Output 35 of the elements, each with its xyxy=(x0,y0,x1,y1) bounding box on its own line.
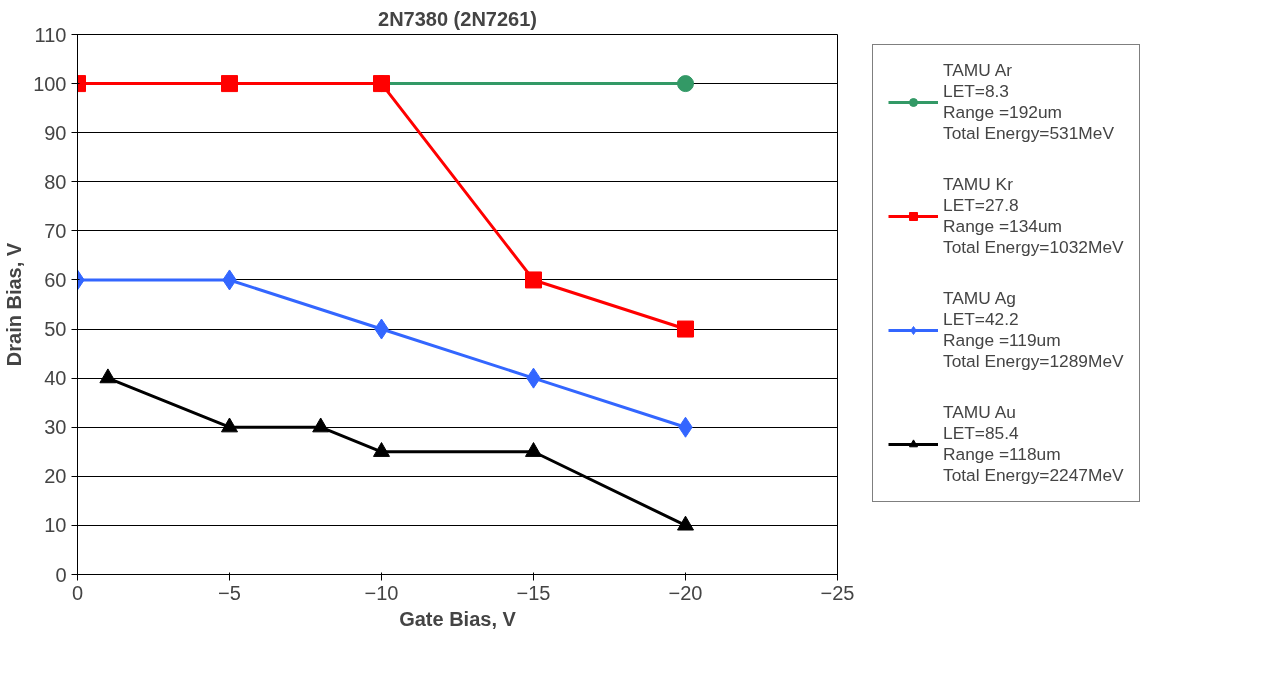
chart-title: 2N7380 (2N7261) xyxy=(378,7,537,30)
x-tick-label: 0 xyxy=(71,581,84,604)
y-tick-label: 40 xyxy=(44,367,67,390)
point xyxy=(373,442,390,457)
y-tick-label: 30 xyxy=(44,416,67,439)
point xyxy=(677,75,694,93)
y-tick-label: 60 xyxy=(44,268,67,291)
point xyxy=(525,271,542,289)
point xyxy=(677,515,694,531)
y-tick-label: 0 xyxy=(55,563,67,586)
x-tick-label: −25 xyxy=(820,581,855,604)
y-tick-label: 10 xyxy=(44,514,67,537)
x-axis-title: Gate Bias, V xyxy=(399,607,517,630)
point xyxy=(221,75,238,93)
point xyxy=(99,368,117,384)
y-tick-label: 90 xyxy=(44,121,67,144)
legend-label: TAMU Ag LET=42.2 Range =119um Total Energy=1289MeV xyxy=(943,288,1124,372)
y-tick-label: 70 xyxy=(44,219,67,242)
x-tick-label: −10 xyxy=(364,581,399,604)
x-tick-label: −5 xyxy=(218,581,241,604)
legend-label: TAMU Au LET=85.4 Range =118um Total Energy=2247MeV xyxy=(943,402,1124,486)
y-tick-label: 50 xyxy=(44,318,67,341)
y-tick-label: 100 xyxy=(33,72,67,95)
y-tick-label: 20 xyxy=(44,465,67,488)
legend-label: TAMU Kr LET=27.8 Range =134um Total Energy=1032MeV xyxy=(943,174,1124,258)
y-tick-label: 110 xyxy=(34,23,67,46)
legend-label: TAMU Ar LET=8.3 Range =192um Total Energy=531MeV xyxy=(943,60,1114,144)
y-axis-title: Drain Bias, V xyxy=(3,242,26,367)
x-tick-label: −20 xyxy=(668,581,703,604)
y-tick-label: 80 xyxy=(44,170,67,193)
point xyxy=(312,417,330,433)
point xyxy=(525,442,542,457)
point xyxy=(677,320,694,338)
x-tick-label: −15 xyxy=(516,581,551,604)
point xyxy=(221,417,238,433)
